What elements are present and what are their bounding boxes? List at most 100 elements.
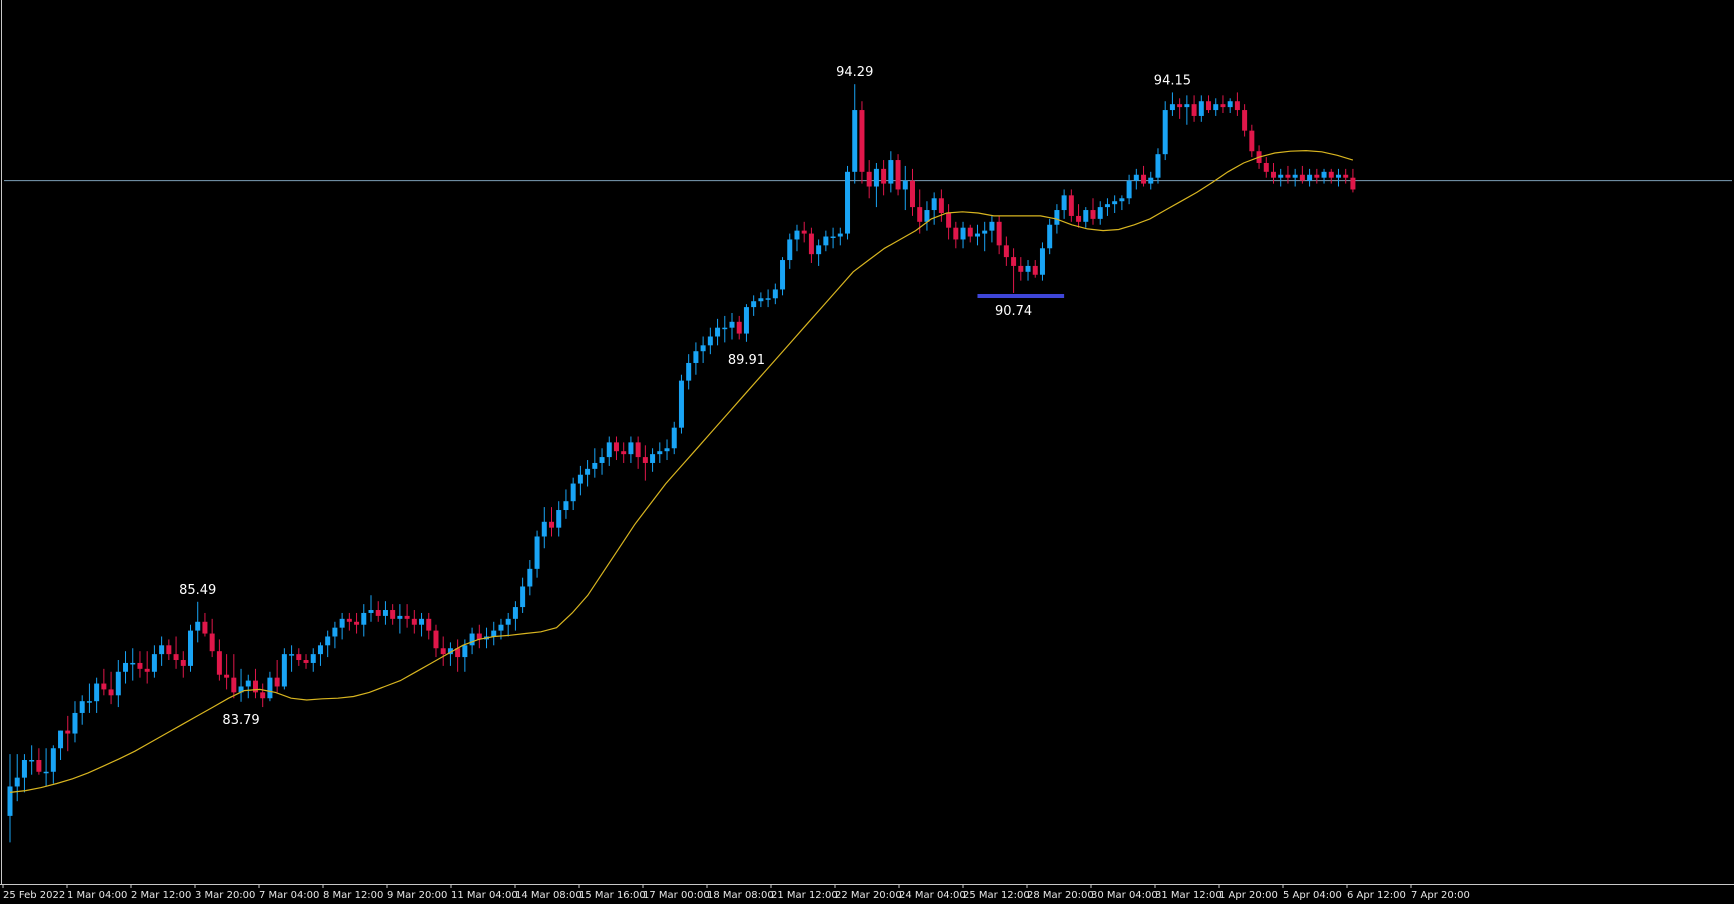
candle-body bbox=[1278, 174, 1284, 178]
candle-body bbox=[216, 651, 222, 675]
bull-candle bbox=[563, 489, 569, 519]
bull-candle bbox=[541, 507, 547, 549]
candle-body bbox=[989, 221, 995, 231]
candle-body bbox=[1242, 110, 1248, 131]
time-axis-label: 1 Mar 04:00 bbox=[67, 890, 127, 901]
candle-body bbox=[1119, 198, 1125, 202]
bear-candle bbox=[1191, 95, 1197, 122]
bear-candle bbox=[549, 507, 554, 537]
candle-body bbox=[50, 748, 56, 772]
bull-candle bbox=[931, 192, 937, 225]
candle-body bbox=[606, 442, 612, 458]
candle-body bbox=[686, 362, 692, 381]
bear-candle bbox=[390, 604, 396, 625]
bear-candle bbox=[252, 668, 258, 699]
bull-candle bbox=[570, 477, 576, 511]
candle-body bbox=[700, 345, 706, 352]
bear-candle bbox=[260, 683, 266, 708]
time-axis-label: 25 Mar 12:00 bbox=[963, 890, 1030, 901]
candle-body bbox=[1206, 101, 1212, 111]
candle-body bbox=[1335, 174, 1341, 178]
bull-candle bbox=[729, 312, 735, 340]
time-axis-label: 28 Mar 20:00 bbox=[1027, 890, 1094, 901]
candle-body bbox=[628, 442, 634, 455]
candle-body bbox=[332, 627, 338, 637]
bull-candle bbox=[512, 601, 518, 631]
time-axis-label: 22 Mar 20:00 bbox=[835, 890, 902, 901]
bull-candle bbox=[14, 754, 20, 802]
candle-body bbox=[144, 668, 150, 672]
candle-body bbox=[1047, 224, 1053, 249]
candle-body bbox=[1169, 104, 1175, 111]
bull-candle bbox=[960, 221, 966, 249]
candle-body bbox=[852, 110, 858, 172]
bear-candle bbox=[1263, 157, 1269, 178]
candle-body bbox=[751, 301, 757, 308]
bull-candle bbox=[361, 604, 367, 637]
candle-body bbox=[188, 630, 193, 666]
time-axis-label: 9 Mar 20:00 bbox=[387, 890, 447, 901]
candle-body bbox=[462, 645, 468, 658]
bear-candle bbox=[173, 636, 179, 669]
bull-candle bbox=[1292, 168, 1298, 187]
bear-candle bbox=[166, 639, 172, 661]
candle-body bbox=[910, 180, 915, 208]
bull-candle bbox=[419, 612, 425, 637]
candle-body bbox=[180, 660, 186, 666]
time-axis-label: 7 Mar 04:00 bbox=[259, 890, 319, 901]
bear-candle bbox=[404, 604, 410, 628]
candle-body bbox=[974, 233, 980, 237]
bear-candle bbox=[1350, 168, 1356, 193]
candle-body bbox=[1083, 210, 1089, 222]
candle-body bbox=[115, 671, 121, 696]
candle-body bbox=[505, 618, 511, 625]
bull-candle bbox=[534, 530, 540, 578]
candle-body bbox=[1148, 177, 1154, 184]
bear-candle bbox=[736, 315, 742, 340]
candle-body bbox=[1263, 162, 1269, 172]
bear-candle bbox=[36, 748, 42, 775]
bear-candle bbox=[1206, 95, 1212, 113]
candle-body bbox=[953, 227, 959, 240]
candle-body bbox=[346, 618, 352, 622]
bull-candle bbox=[1155, 148, 1161, 184]
bear-candle bbox=[1011, 248, 1017, 293]
candle-body bbox=[101, 683, 107, 690]
bull-candle bbox=[599, 448, 605, 475]
bear-candle bbox=[224, 654, 230, 690]
candle-body bbox=[1343, 174, 1349, 178]
bull-candle bbox=[1104, 198, 1110, 216]
candle-body bbox=[498, 624, 504, 631]
candle-body bbox=[440, 648, 446, 655]
candle-body bbox=[433, 630, 439, 649]
bull-candle bbox=[21, 754, 27, 793]
bull-candle bbox=[447, 642, 453, 666]
candle-body bbox=[1213, 104, 1219, 111]
bear-candle bbox=[1343, 168, 1349, 184]
bull-candle bbox=[1169, 92, 1175, 116]
candle-body bbox=[397, 615, 403, 619]
candle-body bbox=[1141, 174, 1147, 184]
bull-candle bbox=[772, 283, 778, 305]
bear-candle bbox=[1003, 236, 1009, 266]
candle-body bbox=[79, 701, 85, 713]
bull-candle bbox=[195, 601, 201, 643]
bear-candle bbox=[1076, 204, 1082, 228]
candle-body bbox=[1285, 174, 1291, 178]
candle-body bbox=[765, 298, 771, 300]
bear-candle bbox=[108, 671, 114, 705]
time-axis-label: 1 Apr 20:00 bbox=[1219, 890, 1278, 901]
bull-candle bbox=[989, 215, 995, 243]
candle-body bbox=[361, 612, 367, 625]
candle-body bbox=[1011, 257, 1017, 266]
candle-body bbox=[1018, 265, 1024, 272]
bull-candle bbox=[123, 651, 129, 684]
candle-body bbox=[382, 610, 388, 616]
bull-candle bbox=[491, 621, 497, 646]
candle-body bbox=[1350, 177, 1356, 190]
low-price-label: 89.91 bbox=[728, 353, 765, 368]
candle-body bbox=[404, 615, 410, 619]
bull-candle bbox=[722, 315, 728, 343]
high-price-label: 94.29 bbox=[836, 65, 873, 80]
candle-body bbox=[1126, 180, 1132, 199]
